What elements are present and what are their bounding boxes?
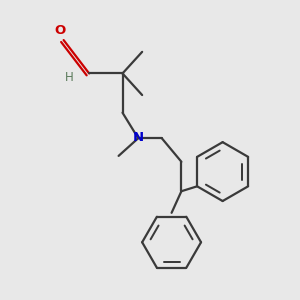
Text: O: O <box>54 24 65 37</box>
Text: N: N <box>133 131 144 144</box>
Text: H: H <box>65 71 74 84</box>
